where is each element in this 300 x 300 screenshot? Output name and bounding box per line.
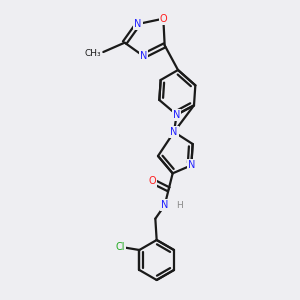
Text: N: N: [134, 19, 142, 29]
Text: N: N: [170, 127, 178, 137]
Text: O: O: [160, 14, 167, 24]
Text: N: N: [140, 51, 147, 61]
Text: N: N: [161, 200, 168, 210]
Text: Cl: Cl: [116, 242, 125, 252]
Text: N: N: [188, 160, 195, 170]
Text: H: H: [176, 201, 183, 210]
Text: CH₃: CH₃: [84, 49, 101, 58]
Text: N: N: [173, 110, 180, 120]
Text: O: O: [149, 176, 157, 186]
